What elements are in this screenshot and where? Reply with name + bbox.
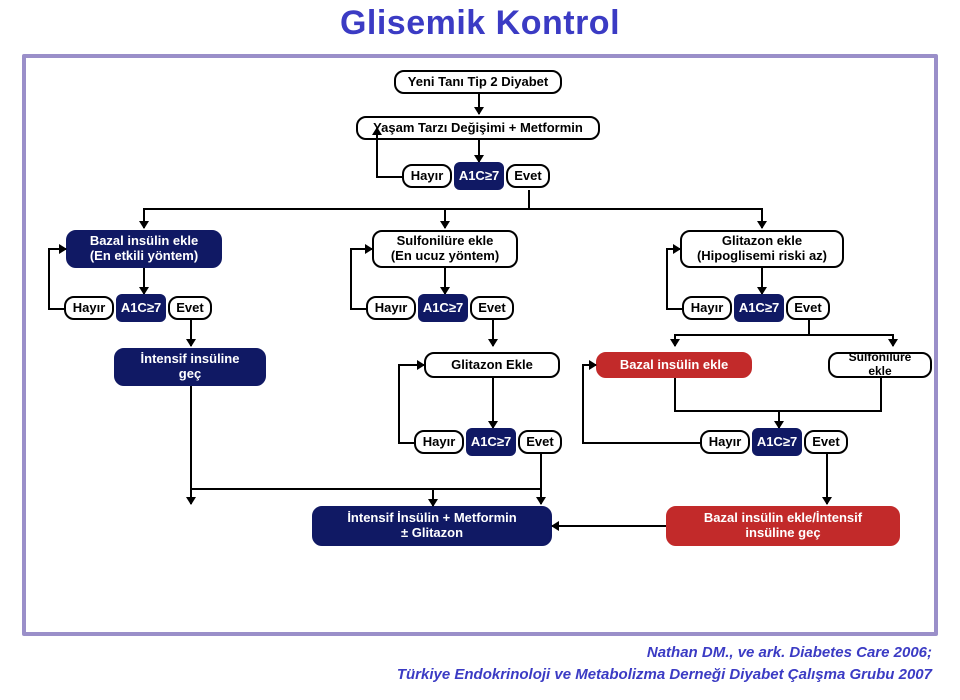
connector — [674, 334, 894, 336]
connector — [350, 308, 366, 310]
node-hayir-2m: Hayır — [366, 296, 416, 320]
node-hayir-2r: Hayır — [682, 296, 732, 320]
arrow — [826, 454, 828, 504]
arrow — [143, 268, 145, 294]
node-hayir-3r: Hayır — [700, 430, 750, 454]
arrow — [143, 208, 145, 228]
node-hayir-2l: Hayır — [64, 296, 114, 320]
node-evet-2r: Evet — [786, 296, 830, 320]
arrow — [892, 334, 894, 346]
node-a1c-2l: A1C≥7 — [116, 294, 166, 322]
connector — [808, 320, 810, 334]
arrow — [492, 320, 494, 346]
arrow — [540, 454, 542, 504]
arrow — [376, 128, 378, 129]
node-basal-insulin: Bazal insülin ekle(En etkili yöntem) — [66, 230, 222, 268]
arrow — [190, 386, 192, 504]
node-evet-2l: Evet — [168, 296, 212, 320]
node-new-diagnosis: Yeni Tanı Tip 2 Diyabet — [394, 70, 562, 94]
node-glitazon-add: Glitazon Ekle — [424, 352, 560, 378]
node-lifestyle-metformin: Yaşam Tarzı Değişimi + Metformin — [356, 116, 600, 140]
node-sulfonylurea-2: Sülfonilüre ekle — [828, 352, 932, 378]
arrow — [432, 488, 434, 506]
citation-line-1: Nathan DM., ve ark. Diabetes Care 2006; — [647, 644, 932, 661]
arrow — [350, 248, 372, 250]
connector — [398, 442, 414, 444]
connector — [398, 364, 400, 444]
node-a1c-2r: A1C≥7 — [734, 294, 784, 322]
node-evet-1: Evet — [506, 164, 550, 188]
node-intensive-metformin-glitazon: İntensif İnsülin + Metformin± Glitazon — [312, 506, 552, 546]
arrow — [444, 268, 446, 294]
arrow — [582, 364, 596, 366]
node-evet-3m: Evet — [518, 430, 562, 454]
node-a1c-1: A1C≥7 — [454, 162, 504, 190]
node-evet-2m: Evet — [470, 296, 514, 320]
node-basal-or-intensive: Bazal insülin ekle/İntensifinsüline geç — [666, 506, 900, 546]
connector — [376, 128, 378, 178]
node-intensive-insulin: İntensif insülinegeç — [114, 348, 266, 386]
connector — [528, 190, 530, 208]
arrow — [48, 248, 66, 250]
arrow — [552, 525, 666, 527]
connector — [582, 442, 700, 444]
node-hayir-3m: Hayır — [414, 430, 464, 454]
page-title: Glisemik Kontrol — [0, 4, 960, 43]
connector — [666, 308, 682, 310]
connector — [880, 378, 882, 410]
connector — [582, 364, 584, 444]
node-a1c-3r: A1C≥7 — [752, 428, 802, 456]
arrow — [478, 94, 480, 114]
connector — [666, 248, 668, 310]
node-glitazon: Glitazon ekle(Hipoglisemi riski az) — [680, 230, 844, 268]
connector — [48, 308, 64, 310]
node-a1c-3m: A1C≥7 — [466, 428, 516, 456]
connector — [48, 248, 50, 310]
connector — [674, 378, 676, 410]
arrow — [478, 140, 480, 162]
node-basal-insulin-2: Bazal insülin ekle — [596, 352, 752, 378]
node-evet-3r: Evet — [804, 430, 848, 454]
diagram-frame: Yeni Tanı Tip 2 Diyabet Yaşam Tarzı Deği… — [22, 54, 938, 636]
node-a1c-2m: A1C≥7 — [418, 294, 468, 322]
arrow — [492, 378, 494, 428]
connector — [350, 248, 352, 310]
arrow — [398, 364, 424, 366]
arrow — [761, 208, 763, 228]
connector — [376, 176, 402, 178]
page-root: Glisemik Kontrol Yeni Tanı Tip 2 Diyabet… — [0, 0, 960, 700]
arrow — [761, 268, 763, 294]
arrow — [190, 320, 192, 346]
node-sulfonylurea: Sulfonilüre ekle(En ucuz yöntem) — [372, 230, 518, 268]
node-hayir-1: Hayır — [402, 164, 452, 188]
connector — [190, 488, 542, 490]
arrow — [778, 410, 780, 428]
arrow — [666, 248, 680, 250]
arrow — [674, 334, 676, 346]
arrow — [444, 208, 446, 228]
connector — [143, 208, 763, 210]
citation-line-2: Türkiye Endokrinoloji ve Metabolizma Der… — [397, 666, 932, 683]
